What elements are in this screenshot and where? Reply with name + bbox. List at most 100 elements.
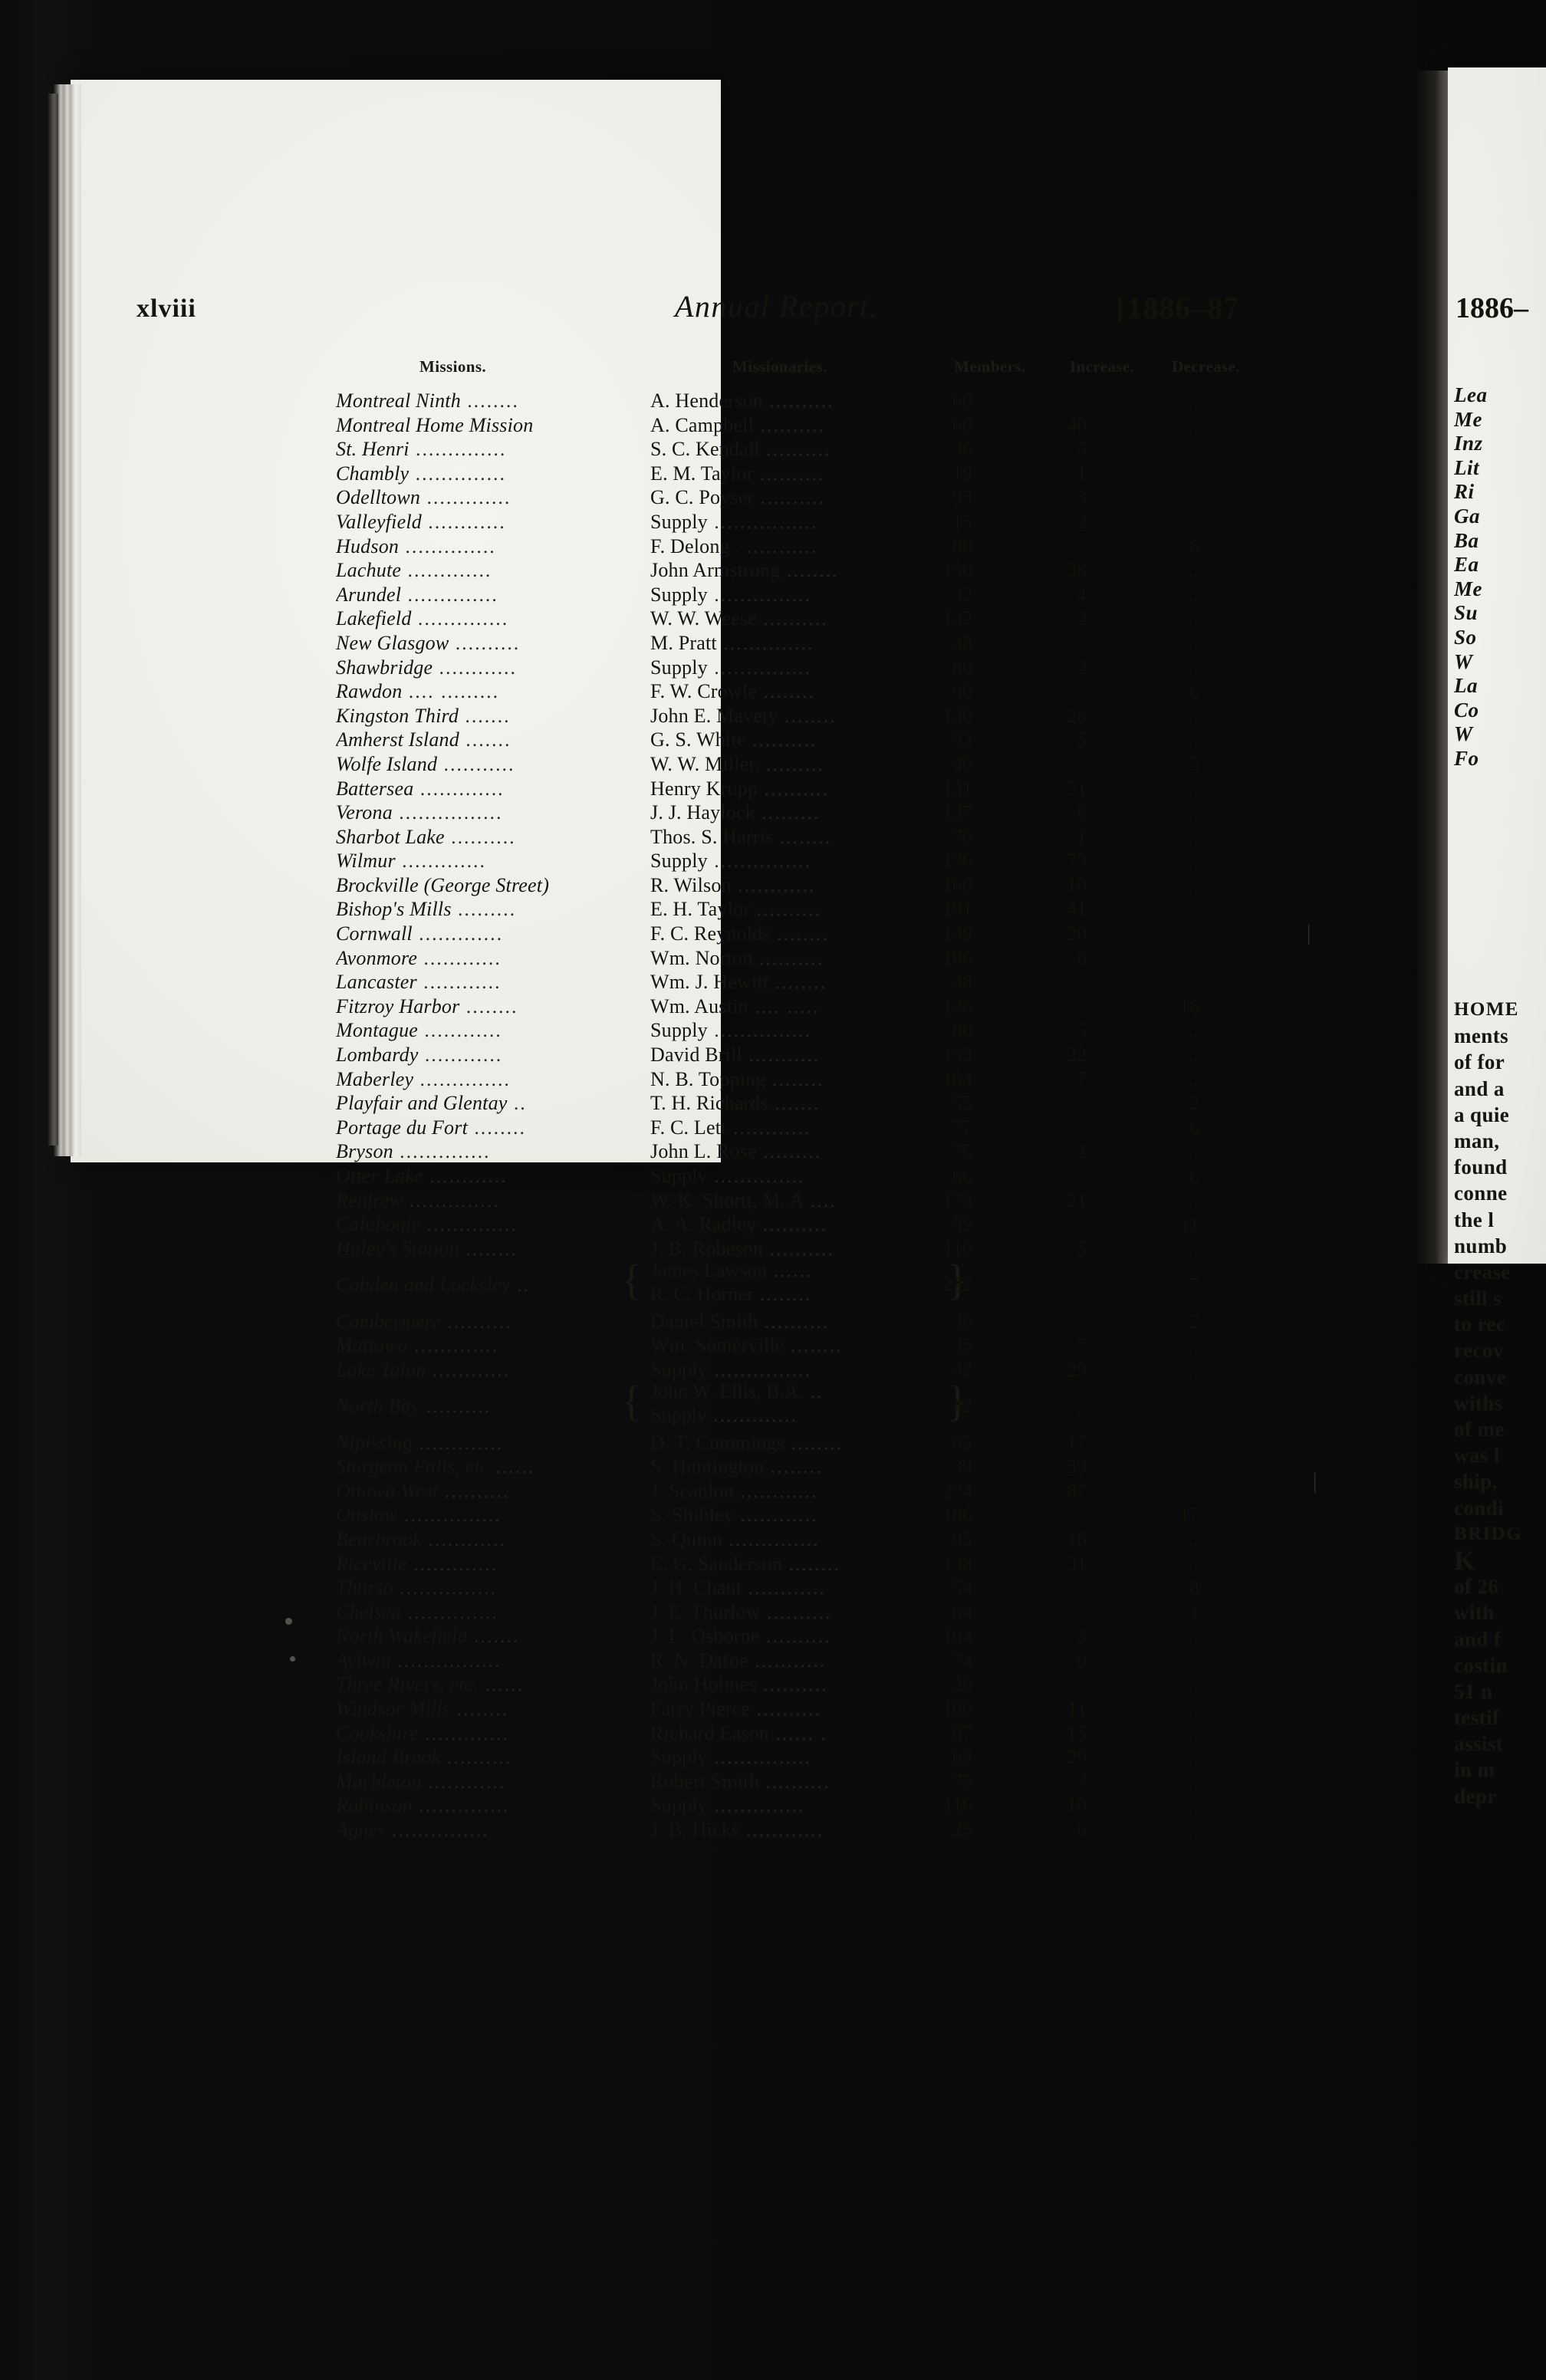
leader-dots: ..........	[754, 488, 826, 509]
column-header-missions: Missions.	[419, 357, 487, 376]
cell-members: 66	[952, 1165, 972, 1187]
right-page-mission-fragment: Fo	[1454, 746, 1479, 770]
cell-missionary: S. Huntington ........	[650, 1455, 942, 1478]
cell-missionary: A. Henderson ..........	[650, 390, 942, 413]
cell-decrease: ..	[1188, 1019, 1199, 1042]
cell-missionary: Thos. S. Harris ........	[650, 826, 942, 849]
leader-dots: ............	[418, 1045, 503, 1067]
cell-increase: 15	[1067, 1721, 1087, 1744]
cell-mission: Cookshire .............	[336, 1722, 639, 1745]
cell-members: 93	[952, 486, 972, 509]
leader-dots: ...... .	[768, 1723, 828, 1744]
missionary-name: J. E. Osborne	[650, 1625, 760, 1648]
mission-name: Calabogie	[336, 1213, 421, 1236]
cell-mission: Fitzroy Harbor ........	[336, 995, 639, 1018]
cell-mission: Arundel ..............	[336, 583, 639, 607]
cell-members: 76	[952, 825, 972, 848]
table-row: Kingston Third ....... John E. Mavety ...…	[0, 705, 1546, 729]
cell-members: 40	[952, 752, 972, 775]
cell-increase: 26	[1067, 704, 1087, 727]
table-row: Amherst Island ....... G. S. White ......…	[0, 728, 1546, 753]
cell-members: 60	[952, 390, 972, 412]
cell-members: 75	[952, 1770, 972, 1793]
cell-decrease: 8	[1189, 1576, 1199, 1599]
cell-increase: ..	[1075, 1504, 1087, 1527]
mission-name: Sturgeon Falls, etc	[336, 1455, 489, 1478]
mission-name: Sharbot Lake	[336, 825, 445, 848]
page-edge-shadow	[48, 94, 58, 1146]
right-page-text-fragment: HOME	[1454, 999, 1519, 1020]
cell-increase: 22	[1067, 1044, 1087, 1067]
missions-table: Missions. Missionaries. Members. Increas…	[0, 357, 1546, 1843]
cell-decrease: ..	[1188, 1746, 1199, 1769]
cell-increase: ..	[1075, 752, 1087, 775]
right-page-text-fragment: with	[1454, 1601, 1495, 1625]
leader-dots: ............	[739, 1820, 824, 1842]
cell-decrease: ..	[1188, 1455, 1199, 1478]
right-page-text-fragment: of 26	[1454, 1575, 1499, 1599]
table-row: Rawdon .... ......... F. W. Crowle ......…	[0, 680, 1546, 705]
leader-dots: ...........	[748, 1650, 827, 1672]
right-page-text-fragment: and a	[1454, 1077, 1505, 1100]
leader-dots: ..............	[401, 584, 498, 606]
cell-members: 74	[952, 1649, 972, 1672]
cell-mission: Playfair and Glentay ..	[336, 1092, 639, 1115]
missionary-line-2: R. C. Horner ........	[650, 1282, 951, 1306]
cell-mission: Montreal Ninth ........	[336, 390, 639, 413]
cell-missionary: John Holmes ..........	[650, 1673, 942, 1696]
cell-missionary: Supply ...............	[650, 583, 942, 607]
cell-members: 19	[952, 462, 972, 485]
leader-dots: ........	[468, 1117, 527, 1139]
cell-members: 116	[942, 1794, 972, 1817]
leader-dots: ..............	[707, 1796, 805, 1817]
cell-increase: 29	[1067, 1746, 1087, 1769]
right-page-text-fragment: condi	[1454, 1496, 1505, 1520]
cell-members: 150	[942, 559, 972, 582]
mission-name: Combermere	[336, 1310, 441, 1333]
cell-mission: Thurso ...............	[336, 1576, 639, 1599]
cell-increase: 9	[1077, 1649, 1087, 1672]
leader-dots: ..........	[754, 415, 826, 436]
leader-dots: ..............	[707, 1166, 805, 1187]
mission-name: Cornwall	[336, 922, 413, 945]
missionary-name: J. Scanlon	[650, 1479, 734, 1502]
table-row: Bearbrook ............ S. Quinn .........…	[0, 1528, 1546, 1553]
table-row: Wolfe Island ........... W. W. Miller. ..…	[0, 753, 1546, 777]
cell-missionary: F. W. Crowle ........	[650, 680, 942, 703]
leader-dots: ............	[433, 657, 518, 679]
cell-decrease: ..	[1188, 1721, 1199, 1744]
table-row: Mattawa ............. Wm. Somerville ....…	[0, 1334, 1546, 1359]
cell-mission: Lancaster ............	[336, 971, 639, 994]
mission-name: Robinson	[336, 1794, 413, 1817]
book-gutter	[1417, 71, 1451, 1264]
missionary-name: John L. Rose	[650, 1140, 757, 1163]
right-page-text-fragment: of me	[1454, 1418, 1505, 1441]
table-row: Robinson .............. Supply ..........…	[0, 1794, 1546, 1819]
cell-decrease: 17	[1179, 1504, 1199, 1527]
cell-mission: Odelltown .............	[336, 486, 639, 509]
right-page-text-fragment: depr	[1454, 1784, 1497, 1808]
cell-members: 48	[952, 971, 972, 994]
cell-members: 106	[942, 1504, 972, 1527]
leader-dots: ............	[423, 1166, 508, 1187]
leader-dots: ........	[757, 682, 816, 703]
leader-dots: ........	[459, 996, 518, 1017]
missionary-name: F. C. Lett	[650, 1116, 727, 1139]
cell-mission: Robinson ..............	[336, 1794, 639, 1817]
mission-name: Bryson	[336, 1140, 393, 1163]
missionary-name: J. H. Chant	[650, 1576, 742, 1599]
missionary-name: Supply	[650, 1746, 708, 1769]
mission-name: Verona	[336, 801, 393, 824]
right-page-mission-fragment: Ea	[1454, 553, 1479, 577]
right-page-mission-fragment: Ga	[1454, 504, 1480, 528]
mission-name: Wilmur	[336, 850, 396, 873]
cell-increase: 51	[1067, 777, 1087, 800]
missionary-name: Supply	[650, 1019, 708, 1042]
mission-name: Ottawa West	[336, 1479, 439, 1502]
leader-dots: ...............	[397, 1505, 502, 1527]
table-row: Brockville (George Street) R. Wilson ....…	[0, 874, 1546, 899]
cell-missionary: Supply ..............	[650, 1794, 942, 1817]
cell-missionary: Farry Pierce ..........	[650, 1698, 942, 1721]
leader-dots: ................	[392, 803, 503, 824]
cell-increase: 2	[1077, 607, 1087, 630]
